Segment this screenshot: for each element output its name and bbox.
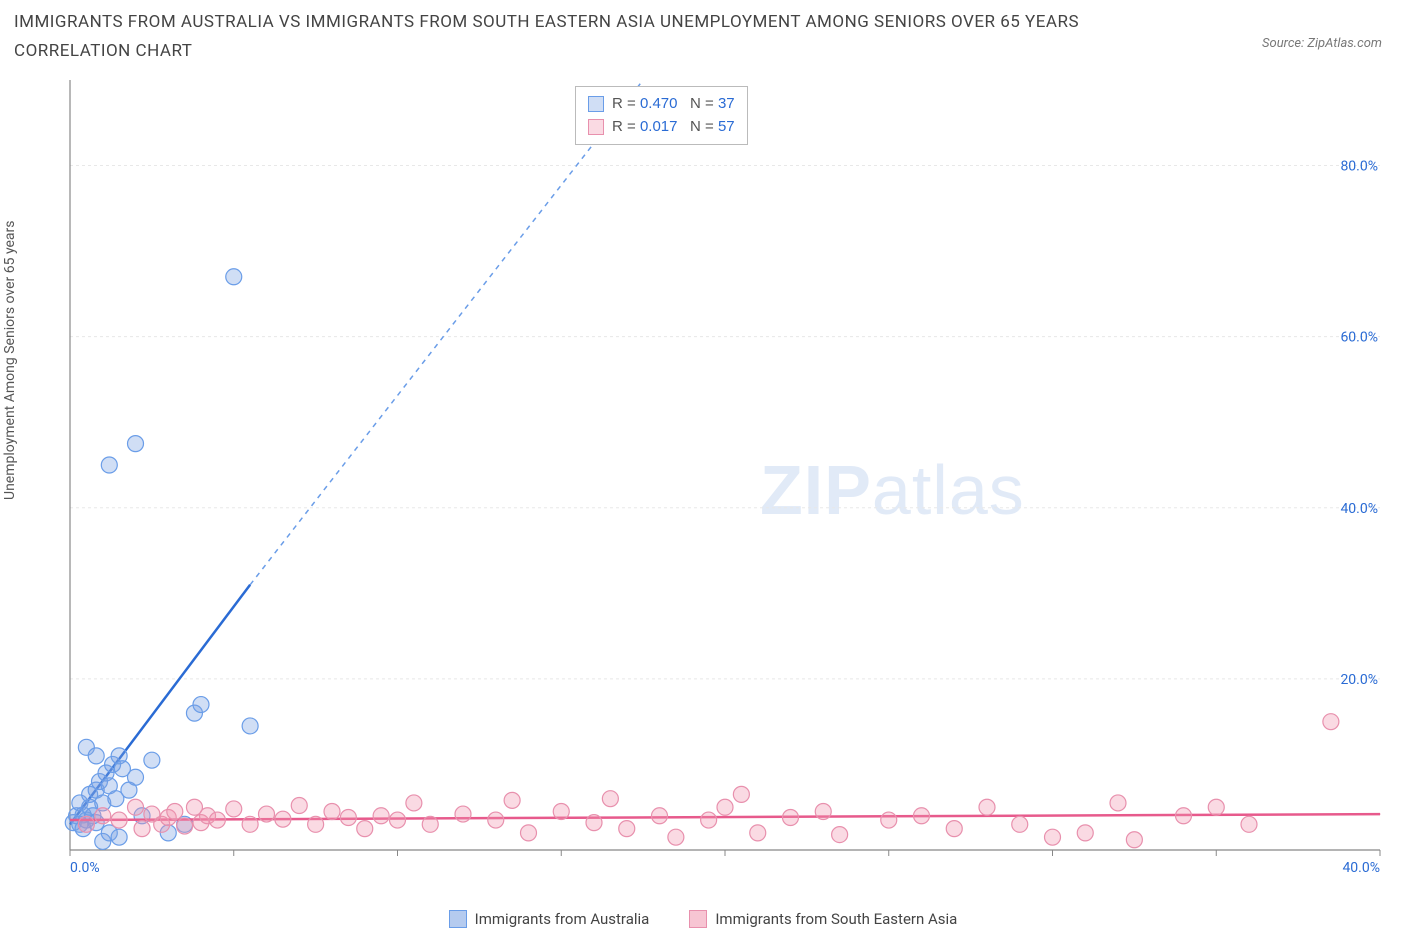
correlation-row: R = 0.470 N = 37	[588, 93, 735, 116]
scatter-chart-svg: 20.0% 40.0% 60.0% 80.0% 0.0% 40.0%	[0, 80, 1406, 900]
correlation-text: R = 0.470 N = 37	[612, 93, 735, 116]
svg-text:40.0%: 40.0%	[1340, 501, 1378, 517]
legend-item: Immigrants from Australia	[449, 910, 650, 928]
title-line-1: IMMIGRANTS FROM AUSTRALIA VS IMMIGRANTS …	[14, 8, 1246, 37]
chart-title: IMMIGRANTS FROM AUSTRALIA VS IMMIGRANTS …	[14, 8, 1246, 66]
svg-text:0.0%: 0.0%	[70, 860, 100, 876]
correlation-swatch	[588, 96, 604, 112]
title-line-2: CORRELATION CHART	[14, 37, 1246, 66]
svg-text:80.0%: 80.0%	[1340, 159, 1378, 175]
svg-text:60.0%: 60.0%	[1340, 330, 1378, 346]
chart-area: Unemployment Among Seniors over 65 years…	[0, 80, 1406, 930]
legend-bottom: Immigrants from Australia Immigrants from…	[0, 910, 1406, 928]
legend-label: Immigrants from Australia	[475, 910, 650, 928]
legend-item: Immigrants from South Eastern Asia	[689, 910, 957, 928]
correlation-row: R = 0.017 N = 57	[588, 116, 735, 139]
correlation-swatch	[588, 119, 604, 135]
legend-label: Immigrants from South Eastern Asia	[715, 910, 957, 928]
svg-text:40.0%: 40.0%	[1342, 860, 1380, 876]
svg-text:20.0%: 20.0%	[1340, 672, 1378, 688]
legend-swatch	[449, 910, 467, 928]
legend-swatch	[689, 910, 707, 928]
correlation-text: R = 0.017 N = 57	[612, 116, 735, 139]
source-attribution: Source: ZipAtlas.com	[1262, 36, 1382, 51]
correlation-legend-box: R = 0.470 N = 37R = 0.017 N = 57	[575, 86, 748, 145]
